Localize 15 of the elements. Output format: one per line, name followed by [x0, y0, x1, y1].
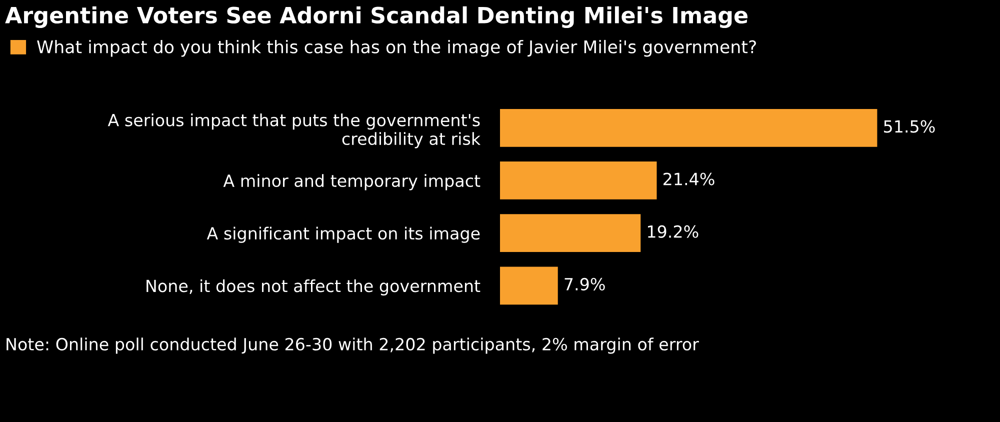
data-label: 21.4% [664, 172, 714, 186]
data-label: 19.2% [648, 225, 698, 238]
chart-title: Argentine Voters See Adorni Scandal Denting Milei's Image [5, 6, 748, 28]
bar [500, 266, 558, 305]
data-label: 51.5% [884, 120, 935, 133]
legend-label: What impact do you think this case has on the image of Javier Milei's government? [37, 40, 756, 57]
bar [500, 214, 641, 252]
y-tick-label: None, it does not affect the government [146, 279, 480, 296]
y-tick-label: A serious impact that puts the government's credibility at risk [108, 113, 481, 148]
bar [500, 108, 878, 147]
y-tick-label: A minor and temporary impact [223, 174, 480, 190]
bar [500, 162, 657, 200]
data-label: 7.9% [564, 278, 605, 291]
text: Note: Online poll conducted June 26-30 with 2,202 participants, 2% margin of error [6, 338, 699, 354]
y-tick-label: A significant impact on its image [206, 226, 480, 243]
